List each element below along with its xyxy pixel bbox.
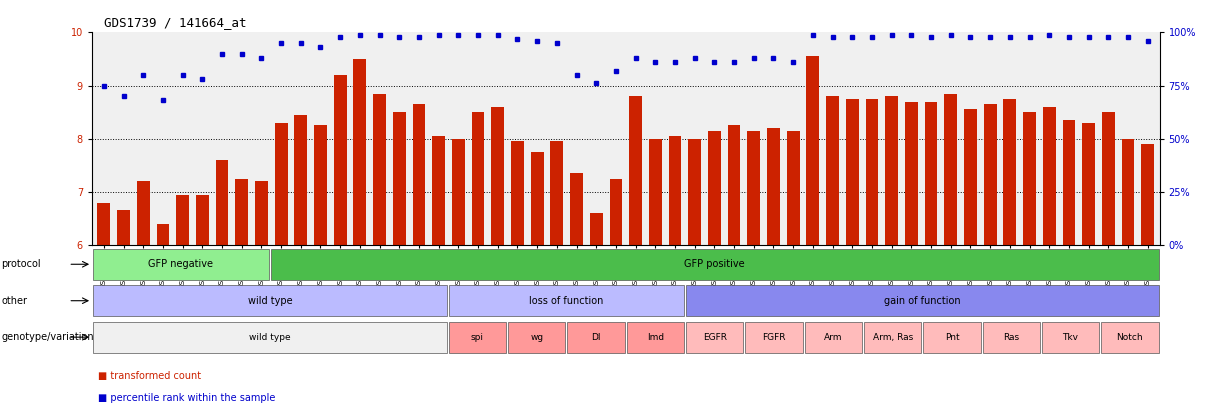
Text: spi: spi <box>471 333 483 342</box>
Bar <box>1023 112 1036 245</box>
Text: ■ percentile rank within the sample: ■ percentile rank within the sample <box>98 393 276 403</box>
Bar <box>491 107 504 245</box>
Bar <box>806 56 820 245</box>
Bar <box>925 102 937 245</box>
Bar <box>1121 139 1135 245</box>
Bar <box>669 136 681 245</box>
Bar <box>353 59 367 245</box>
Bar <box>510 141 524 245</box>
Bar <box>885 96 898 245</box>
Bar <box>865 99 879 245</box>
Bar <box>236 179 248 245</box>
Bar <box>787 131 800 245</box>
Bar <box>983 322 1040 353</box>
Bar <box>708 131 720 245</box>
Bar <box>845 99 859 245</box>
Bar <box>432 136 445 245</box>
Text: Ras: Ras <box>1004 333 1020 342</box>
Bar <box>117 211 130 245</box>
Text: FGFR: FGFR <box>762 333 785 342</box>
Text: other: other <box>1 296 27 306</box>
Bar <box>984 104 996 245</box>
Bar <box>471 112 485 245</box>
Bar <box>531 152 544 245</box>
Text: wild type: wild type <box>248 296 292 306</box>
Bar <box>629 96 642 245</box>
Text: GFP positive: GFP positive <box>685 259 745 269</box>
Bar <box>1102 112 1114 245</box>
Bar <box>1141 144 1155 245</box>
Bar <box>271 249 1158 280</box>
Text: ■ transformed count: ■ transformed count <box>98 371 201 381</box>
Bar <box>1082 123 1094 245</box>
Bar <box>686 285 1158 316</box>
Bar <box>964 109 977 245</box>
Bar <box>1043 107 1055 245</box>
Bar <box>686 322 744 353</box>
Bar <box>137 181 150 245</box>
Text: Notch: Notch <box>1117 333 1144 342</box>
Text: Tkv: Tkv <box>1063 333 1079 342</box>
Bar <box>294 115 307 245</box>
Bar <box>1063 120 1075 245</box>
Bar <box>590 213 602 245</box>
Bar <box>275 123 287 245</box>
Bar <box>571 173 583 245</box>
Bar <box>767 128 780 245</box>
Bar <box>1101 322 1158 353</box>
Text: wild type: wild type <box>249 333 291 342</box>
Text: gain of function: gain of function <box>883 296 961 306</box>
Bar <box>393 112 406 245</box>
Bar <box>373 94 387 245</box>
Bar <box>452 139 465 245</box>
Text: Pnt: Pnt <box>945 333 960 342</box>
Bar <box>1004 99 1016 245</box>
Bar <box>93 249 269 280</box>
Text: GFP negative: GFP negative <box>148 259 213 269</box>
Bar <box>1042 322 1099 353</box>
Bar <box>945 94 957 245</box>
Bar <box>314 126 326 245</box>
Bar <box>649 139 661 245</box>
Bar <box>157 224 169 245</box>
Bar <box>728 126 741 245</box>
Bar <box>177 194 189 245</box>
Bar <box>610 179 622 245</box>
Bar <box>923 322 980 353</box>
Bar <box>826 96 839 245</box>
Bar <box>449 322 507 353</box>
Bar <box>508 322 566 353</box>
Bar <box>449 285 685 316</box>
Text: GDS1739 / 141664_at: GDS1739 / 141664_at <box>104 16 247 29</box>
Bar <box>745 322 802 353</box>
Text: wg: wg <box>530 333 544 342</box>
Bar <box>551 141 563 245</box>
Text: loss of function: loss of function <box>529 296 604 306</box>
Text: Arm, Ras: Arm, Ras <box>872 333 913 342</box>
Bar <box>688 139 701 245</box>
Bar <box>93 322 447 353</box>
Bar <box>906 102 918 245</box>
Bar <box>864 322 921 353</box>
Bar <box>216 160 228 245</box>
Bar <box>97 202 110 245</box>
Bar <box>196 194 209 245</box>
Text: Dl: Dl <box>591 333 601 342</box>
Text: genotype/variation: genotype/variation <box>1 332 93 342</box>
Bar <box>627 322 685 353</box>
Text: EGFR: EGFR <box>703 333 726 342</box>
Bar <box>412 104 426 245</box>
Bar <box>334 75 346 245</box>
Bar <box>567 322 625 353</box>
Bar <box>747 131 761 245</box>
Text: protocol: protocol <box>1 259 40 269</box>
Bar <box>805 322 863 353</box>
Bar <box>255 181 267 245</box>
Text: Arm: Arm <box>825 333 843 342</box>
Bar <box>93 285 447 316</box>
Text: Imd: Imd <box>647 333 664 342</box>
